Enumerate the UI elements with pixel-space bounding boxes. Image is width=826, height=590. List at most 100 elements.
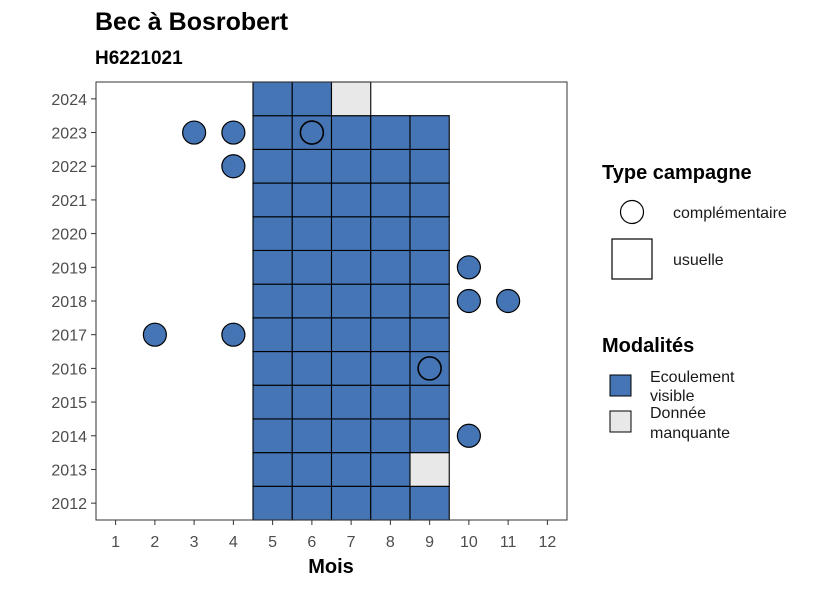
tile-2019-8: [370, 249, 411, 285]
y-tick-label-2012: 2012: [51, 496, 87, 513]
tile-2018-5: [252, 283, 293, 319]
tile-2021-8: [370, 182, 411, 218]
tile-2017-7: [330, 317, 372, 353]
y-tick-label-2022: 2022: [51, 159, 87, 176]
tile-2024-7: [330, 81, 372, 117]
tile-2021-9: [409, 182, 450, 218]
tile-2021-5: [252, 182, 293, 218]
tile-2016-6: [291, 350, 333, 386]
tile-2018-9: [409, 283, 450, 319]
tile-2013-5: [252, 452, 293, 487]
y-tick-label-2015: 2015: [51, 395, 87, 412]
tile-2023-8: [370, 115, 411, 150]
x-tick-label-3: 3: [190, 534, 199, 551]
legend-label-ecoulement-visible-line1: Ecoulement: [650, 369, 735, 386]
y-tick-label-2014: 2014: [51, 429, 87, 446]
tile-2014-6: [291, 418, 333, 454]
y-tick-label-2024: 2024: [51, 92, 87, 109]
tile-2015-9: [409, 384, 450, 420]
y-tick-label-2021: 2021: [51, 193, 87, 210]
usuelle-tiles: [252, 81, 450, 521]
y-tick-label-2017: 2017: [51, 328, 87, 345]
tile-2016-7: [330, 350, 372, 386]
tile-2022-5: [252, 148, 293, 184]
legend-title-type-campagne: Type campagne: [602, 162, 752, 184]
tile-2014-7: [330, 418, 372, 454]
plot-area: [95, 81, 568, 521]
tile-2015-6: [291, 384, 333, 420]
x-tick-label-2: 2: [150, 534, 159, 551]
legend-key-complementaire: [619, 199, 645, 225]
tile-2013-6: [291, 452, 333, 487]
tile-2024-6: [291, 81, 333, 117]
tile-2012-5: [252, 485, 293, 521]
y-tick-label-2023: 2023: [51, 126, 87, 143]
tile-2012-9: [409, 485, 450, 521]
point-2023-4: [221, 120, 246, 145]
tile-2014-8: [370, 418, 411, 454]
y-tick-label-2016: 2016: [51, 361, 87, 378]
tile-2012-6: [291, 485, 333, 521]
point-2022-4: [221, 154, 246, 179]
x-axis-title: Mois: [308, 556, 354, 578]
x-axis: 1 2 3 4 5 6 7 8 9 10 11 12: [111, 520, 556, 551]
x-tick-label-6: 6: [307, 534, 316, 551]
tile-2018-8: [370, 283, 411, 319]
tile-2017-9: [409, 317, 450, 353]
point-2017-4: [221, 322, 246, 347]
point-2018-10: [456, 288, 481, 314]
x-tick-label-4: 4: [229, 534, 238, 551]
legend-label-donnee-manquante-line2: manquante: [650, 425, 730, 442]
x-tick-label-7: 7: [347, 534, 356, 551]
legend: Type campagne complémentaire usuelle Mod…: [602, 162, 787, 442]
tile-2022-7: [330, 148, 372, 184]
point-2023-3: [182, 120, 207, 145]
tile-2019-5: [252, 249, 293, 285]
tile-2012-8: [370, 485, 411, 521]
tile-2024-5: [252, 81, 293, 117]
x-tick-label-8: 8: [386, 534, 395, 551]
x-tick-label-1: 1: [111, 534, 120, 551]
y-tick-label-2020: 2020: [51, 227, 87, 244]
tile-2019-6: [291, 249, 333, 285]
tile-2022-9: [409, 148, 450, 184]
tile-2020-7: [330, 216, 372, 252]
point-2017-2: [142, 322, 167, 347]
legend-key-usuelle: [611, 238, 653, 280]
tile-2018-7: [330, 283, 372, 319]
x-tick-label-12: 12: [538, 534, 556, 551]
tile-2022-8: [370, 148, 411, 184]
tile-2023-5: [252, 115, 293, 150]
tile-2022-6: [291, 148, 333, 184]
point-2018-11: [496, 288, 521, 314]
chart-title: Bec à Bosrobert: [95, 8, 289, 36]
tile-2020-5: [252, 216, 293, 252]
tile-2017-6: [291, 317, 333, 353]
tile-2013-8: [370, 452, 411, 487]
x-tick-label-5: 5: [268, 534, 277, 551]
legend-title-modalites: Modalités: [602, 335, 694, 357]
tile-2013-7: [330, 452, 372, 487]
tile-2014-9: [409, 418, 450, 454]
tile-2019-7: [330, 249, 372, 285]
point-2016-9: [417, 356, 442, 381]
tile-2023-7: [330, 115, 372, 150]
legend-label-complementaire: complémentaire: [673, 205, 787, 222]
tile-2020-6: [291, 216, 333, 252]
tile-2017-8: [370, 317, 411, 353]
legend-label-usuelle: usuelle: [673, 252, 724, 269]
tile-2014-5: [252, 418, 293, 454]
point-2019-10: [456, 255, 481, 280]
x-tick-label-10: 10: [460, 534, 478, 551]
point-2014-10: [456, 423, 481, 448]
tile-2015-7: [330, 384, 372, 420]
y-tick-label-2018: 2018: [51, 294, 87, 311]
tile-2021-7: [330, 182, 372, 218]
tile-2017-5: [252, 317, 293, 353]
tile-2020-9: [409, 216, 450, 252]
complementaire-points: [142, 120, 521, 448]
legend-key-ecoulement-visible: [609, 374, 632, 397]
legend-label-ecoulement-visible-line2: visible: [650, 388, 695, 405]
tile-2013-9: [409, 452, 450, 487]
legend-label-donnee-manquante-line1: Donnée: [650, 405, 706, 422]
